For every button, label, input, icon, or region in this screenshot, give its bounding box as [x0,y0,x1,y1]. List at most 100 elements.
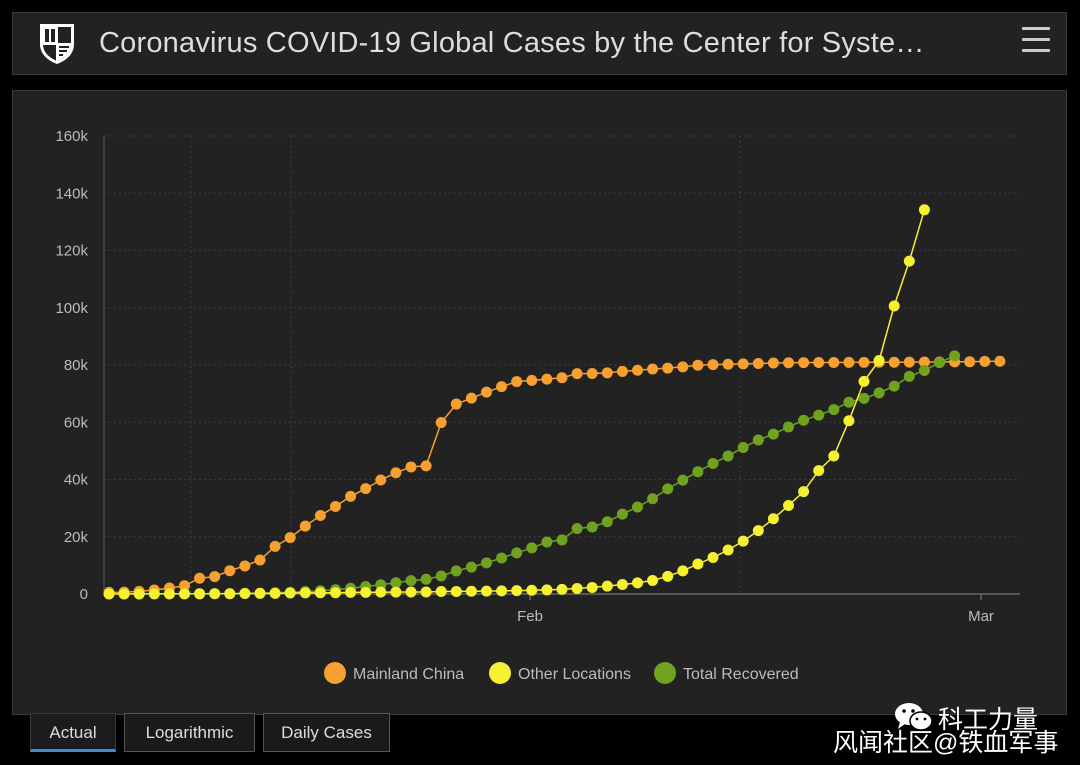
data-point-mainland-china [194,572,206,584]
data-point-mainland-china [450,398,462,410]
data-point-mainland-china [299,520,311,532]
data-point-other-locations [179,588,190,600]
data-point-mainland-china [722,358,734,370]
data-point-total-recovered [888,380,900,392]
data-point-total-recovered [767,428,779,440]
data-point-other-locations [511,585,523,597]
data-point-other-locations [194,588,206,600]
university-shield-icon [40,24,74,64]
data-point-other-locations [707,551,719,563]
tab-actual[interactable]: Actual [30,713,116,752]
data-point-total-recovered [601,516,613,528]
data-point-other-locations [103,588,115,600]
data-point-total-recovered [903,370,915,382]
data-point-other-locations [571,582,583,594]
data-point-mainland-china [994,355,1006,367]
data-point-total-recovered [918,364,930,376]
data-point-other-locations [752,525,764,537]
data-point-other-locations [481,585,492,597]
data-point-mainland-china [843,356,855,368]
data-point-other-locations [662,570,674,582]
data-point-other-locations [873,354,885,366]
data-point-other-locations [632,577,643,589]
data-point-mainland-china [526,374,538,386]
data-point-mainland-china [918,356,930,368]
data-point-mainland-china [767,357,779,369]
data-point-total-recovered [843,396,855,408]
data-point-mainland-china [390,467,402,479]
data-point-other-locations [254,587,266,599]
tab-daily-cases[interactable]: Daily Cases [263,713,390,752]
data-point-other-locations [601,580,613,592]
data-point-other-locations [299,587,311,599]
y-tick-label: 120k [55,243,88,260]
data-point-other-locations [616,579,628,591]
wechat-icon [895,703,933,731]
header-bar: Coronavirus COVID-19 Global Cases by the… [12,12,1067,75]
data-point-other-locations [239,588,251,600]
data-point-mainland-china [632,364,643,376]
data-point-total-recovered [465,561,477,573]
data-point-mainland-china [586,368,598,380]
data-point-other-locations [496,585,508,597]
data-point-total-recovered [798,414,810,426]
tab-logarithmic[interactable]: Logarithmic [124,713,255,752]
data-point-total-recovered [420,573,432,585]
data-point-other-locations [722,544,734,556]
series-line-total-recovered [109,355,955,595]
data-point-mainland-china [511,376,523,388]
data-point-mainland-china [979,355,991,367]
data-point-mainland-china [737,358,749,370]
data-point-other-locations [903,255,915,267]
data-point-other-locations [420,586,432,598]
data-point-other-locations [541,584,553,596]
data-point-other-locations [783,500,794,512]
data-point-other-locations [647,574,659,586]
data-point-other-locations [330,587,341,599]
data-point-mainland-china [224,565,236,577]
data-point-mainland-china [284,532,296,544]
data-point-mainland-china [813,357,825,369]
data-point-other-locations [737,535,749,547]
data-point-mainland-china [179,580,190,592]
data-point-mainland-china [481,386,492,398]
data-point-mainland-china [209,571,221,583]
data-point-mainland-china [647,363,659,375]
data-point-mainland-china [541,373,553,385]
data-point-other-locations [556,583,568,595]
data-point-mainland-china [964,356,976,368]
data-point-total-recovered [707,457,719,469]
data-point-total-recovered [390,577,402,589]
data-point-mainland-china [435,417,447,429]
chart-panel: 0 20k 40k 60k 80k 100k 120k 140k 160k Feb Mar Mainl… [12,90,1067,715]
data-point-other-locations [163,588,175,600]
data-point-mainland-china [269,540,281,552]
data-point-total-recovered [541,536,553,548]
data-point-mainland-china [662,362,674,374]
data-point-other-locations [390,586,402,598]
data-point-mainland-china [783,357,794,369]
legend-marker [654,662,676,684]
x-tick-label: Feb [517,608,543,625]
watermark-line1: 科工力量 [938,706,1039,734]
data-point-total-recovered [511,547,523,559]
data-point-total-recovered [496,552,508,564]
data-point-mainland-china [616,365,628,377]
data-point-mainland-china [420,460,432,472]
y-tick-label: 100k [55,300,88,317]
data-point-mainland-china [677,361,689,373]
data-point-total-recovered [632,501,643,513]
hamburger-menu-icon[interactable] [1022,27,1050,53]
data-point-other-locations [843,415,855,427]
data-point-other-locations [828,450,840,462]
data-point-mainland-china [571,368,583,380]
data-point-mainland-china [314,509,326,521]
data-point-other-locations [345,586,357,598]
legend-marker [489,662,511,684]
data-point-other-locations [526,584,538,596]
data-point-total-recovered [873,387,885,399]
data-point-other-locations [224,588,236,600]
data-point-other-locations [435,586,447,598]
data-point-total-recovered [949,350,961,362]
data-point-other-locations [692,558,704,570]
